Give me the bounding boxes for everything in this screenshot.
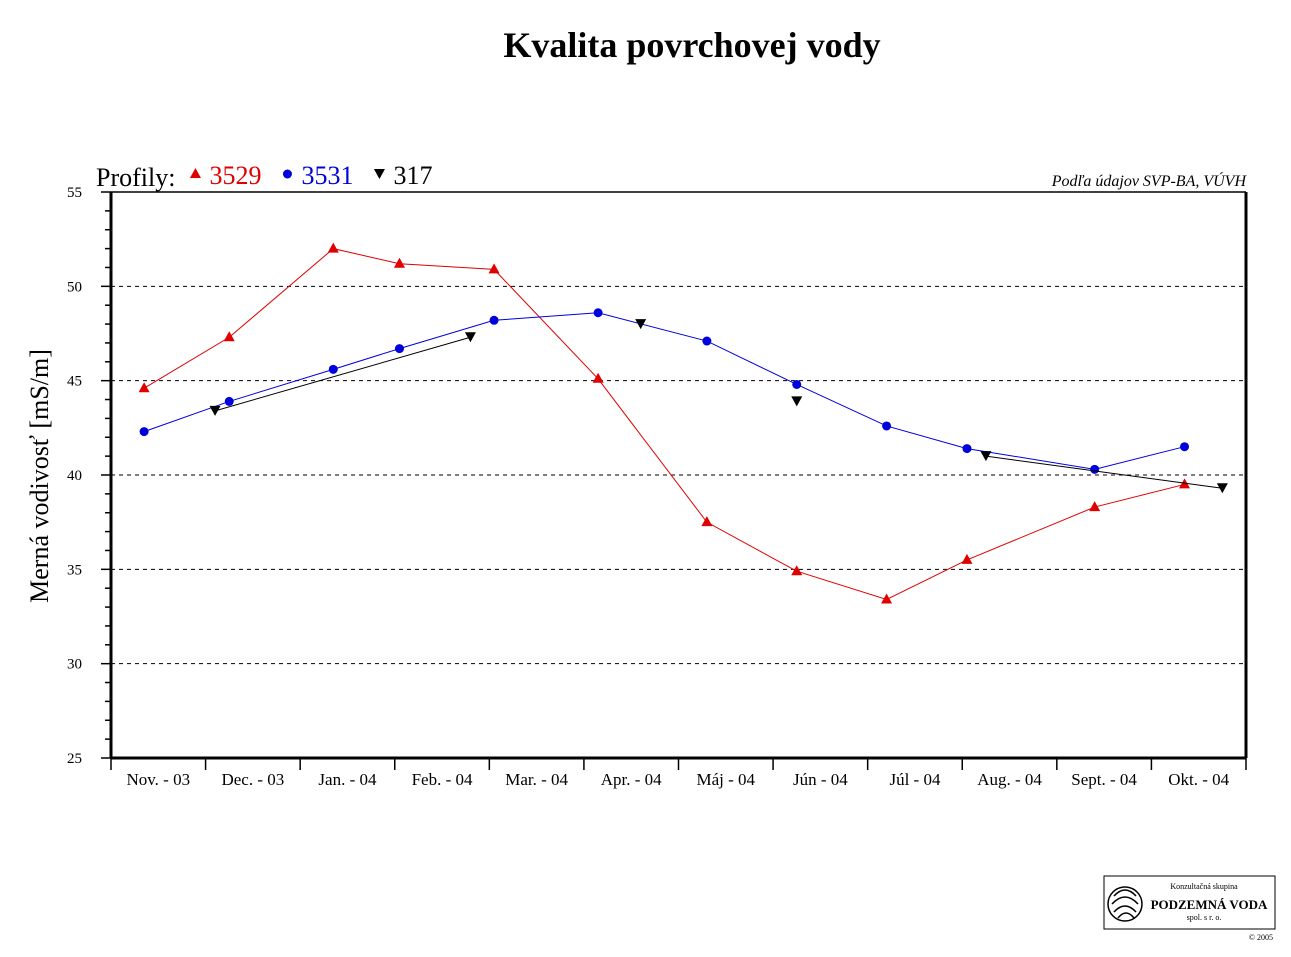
data-point-3531	[962, 444, 972, 454]
logo-line1: Konzultačná skupina	[1170, 882, 1238, 891]
data-point-3531	[1180, 442, 1190, 452]
data-point-3529	[592, 372, 604, 383]
legend-prefix: Profily:	[96, 163, 175, 192]
series-3529	[138, 242, 1191, 604]
legend-marker-3529	[189, 168, 201, 178]
x-tick-label: Jún - 04	[793, 770, 848, 789]
y-tick-label: 30	[67, 657, 82, 673]
source-note: Podľa údajov SVP-BA, VÚVH	[1051, 171, 1248, 190]
y-tick-label: 35	[67, 562, 82, 578]
data-point-3531	[139, 427, 149, 437]
legend-marker-317	[373, 169, 385, 179]
x-tick-label: Feb. - 04	[412, 770, 473, 789]
series-line-3531	[143, 312, 1185, 470]
data-point-3529	[223, 331, 235, 342]
data-point-317	[209, 405, 221, 416]
swirl-logo-icon	[1107, 886, 1143, 922]
y-ticks: 25 30 35 40 45 50 55	[67, 185, 111, 767]
data-point-3531	[1090, 464, 1100, 474]
data-point-3529	[1089, 501, 1101, 512]
gridlines	[111, 285, 1246, 665]
data-point-3531	[224, 396, 234, 406]
data-point-3529	[701, 516, 713, 527]
series-line-3529	[143, 248, 1185, 601]
x-tick-label: Apr. - 04	[601, 770, 662, 789]
data-point-3531	[328, 364, 338, 374]
data-point-3531	[702, 336, 712, 346]
x-tick-label: Mar. - 04	[505, 770, 568, 789]
legend-label-3531: 3531	[301, 161, 353, 190]
y-tick-label: 40	[67, 468, 82, 484]
data-point-3529	[327, 242, 339, 253]
company-logo: Konzultačná skupina PODZEMNÁ VODA spol. …	[1103, 875, 1276, 942]
y-axis-label: Merná vodivosť [mS/m]	[25, 349, 54, 603]
legend: Profily: 3529 3531 317	[96, 161, 432, 192]
series-layer	[138, 242, 1228, 604]
data-point-3531	[593, 308, 603, 318]
data-point-317	[464, 332, 476, 343]
series-317	[209, 319, 1228, 494]
data-point-317	[980, 451, 992, 462]
legend-marker-3531	[282, 169, 292, 179]
x-ticks: Nov. - 03 Dec. - 03 Jan. - 04 Feb. - 04 Mar.…	[110, 758, 1247, 789]
legend-label-317: 317	[393, 161, 432, 190]
logo-line3: spol. s r. o.	[1187, 913, 1222, 922]
data-point-317	[791, 396, 803, 407]
x-tick-label: Jan. - 04	[318, 770, 377, 789]
data-point-3531	[792, 379, 802, 389]
x-tick-label: Sept. - 04	[1071, 770, 1137, 789]
data-point-3529	[138, 382, 150, 393]
data-point-317	[1216, 483, 1228, 494]
data-point-3529	[488, 263, 500, 274]
x-tick-label: Okt. - 04	[1168, 770, 1229, 789]
y-tick-label: 55	[67, 185, 82, 201]
y-tick-label: 45	[67, 374, 82, 390]
logo-frame	[1103, 875, 1276, 930]
series-line-317	[214, 336, 471, 412]
x-tick-label: Júl - 04	[889, 770, 941, 789]
x-tick-label: Nov. - 03	[126, 770, 190, 789]
data-point-3529	[791, 565, 803, 576]
y-tick-label: 25	[67, 751, 82, 767]
data-point-3531	[882, 421, 892, 431]
logo-line2: PODZEMNÁ VODA	[1151, 897, 1268, 912]
y-tick-label: 50	[67, 279, 82, 295]
data-point-3529	[881, 593, 893, 604]
chart-title: Kvalita povrchovej vody	[503, 25, 880, 65]
legend-label-3529: 3529	[209, 161, 261, 190]
data-point-3531	[489, 315, 499, 325]
data-point-317	[635, 319, 647, 330]
data-point-3531	[394, 344, 404, 354]
x-tick-label: Aug. - 04	[977, 770, 1042, 789]
data-point-3529	[961, 553, 973, 564]
logo-copyright: © 2005	[1249, 933, 1273, 942]
data-point-3529	[393, 257, 405, 268]
x-tick-label: Dec. - 03	[221, 770, 284, 789]
x-tick-label: Máj - 04	[697, 770, 756, 789]
series-line-317	[985, 455, 1223, 489]
series-3531	[139, 308, 1190, 474]
